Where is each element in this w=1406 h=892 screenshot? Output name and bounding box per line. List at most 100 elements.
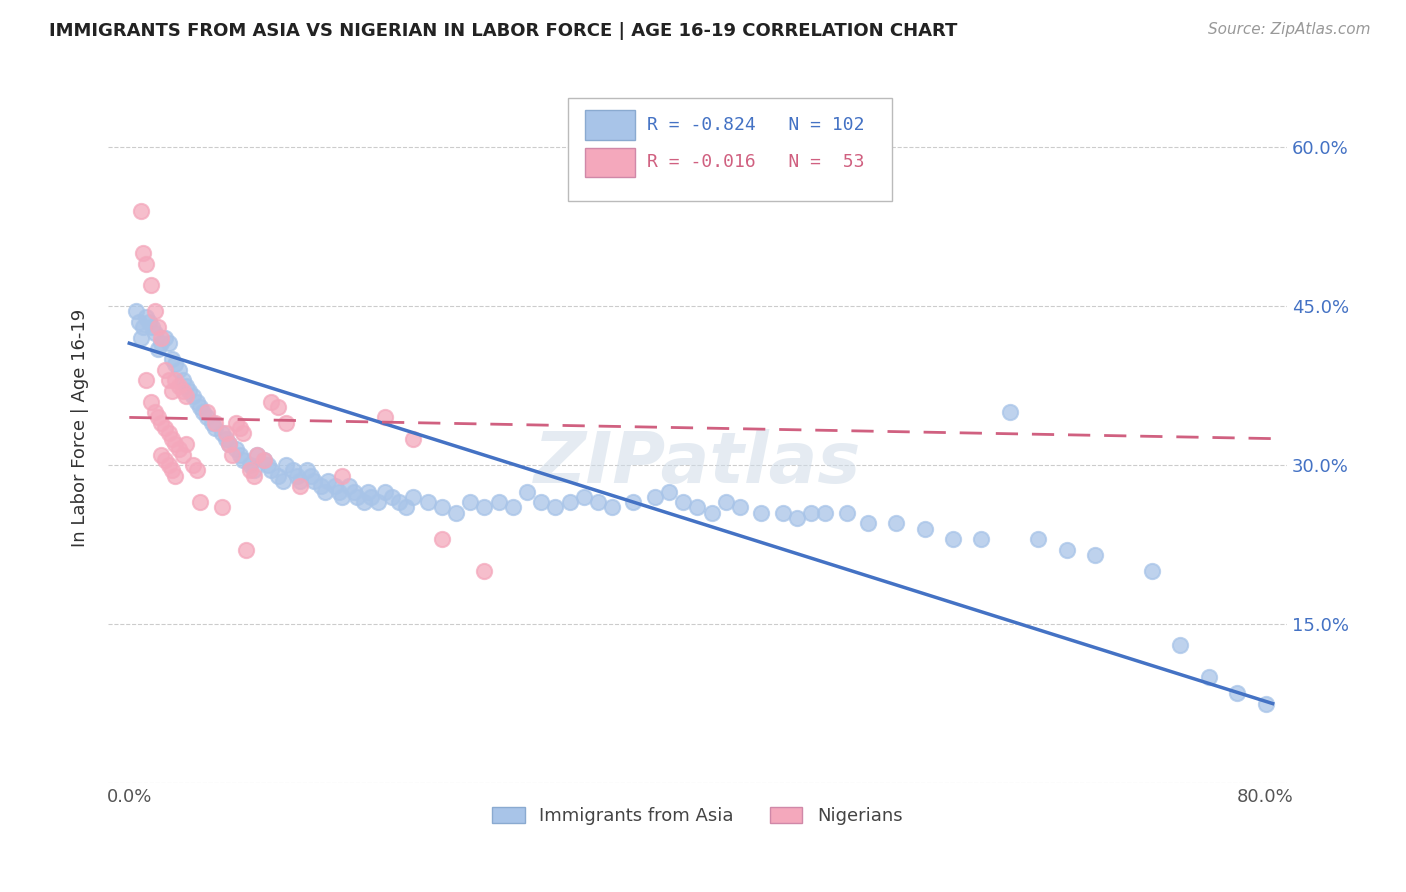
Point	[544, 500, 567, 515]
Point	[942, 533, 965, 547]
Point	[129, 331, 152, 345]
Text: R = -0.016   N =  53: R = -0.016 N = 53	[647, 153, 865, 171]
Point	[128, 315, 150, 329]
Point	[474, 564, 496, 578]
Point	[1056, 542, 1078, 557]
Point	[172, 373, 194, 387]
Point	[186, 463, 208, 477]
Point	[149, 331, 172, 345]
Point	[174, 389, 197, 403]
Point	[1198, 670, 1220, 684]
Point	[146, 410, 169, 425]
Point	[132, 246, 155, 260]
Point	[191, 405, 214, 419]
Point	[360, 490, 382, 504]
Point	[281, 463, 304, 477]
Point	[243, 463, 266, 477]
Point	[302, 474, 325, 488]
Point	[658, 484, 681, 499]
Point	[309, 479, 332, 493]
Point	[149, 336, 172, 351]
Point	[218, 437, 240, 451]
Point	[197, 405, 219, 419]
Point	[444, 506, 467, 520]
Point	[153, 362, 176, 376]
Point	[188, 495, 211, 509]
Point	[357, 484, 380, 499]
Point	[160, 463, 183, 477]
Point	[474, 500, 496, 515]
Point	[458, 495, 481, 509]
Point	[274, 458, 297, 472]
Point	[381, 490, 404, 504]
Point	[998, 405, 1021, 419]
Legend: Immigrants from Asia, Nigerians: Immigrants from Asia, Nigerians	[484, 798, 911, 834]
Point	[246, 448, 269, 462]
Point	[135, 310, 157, 324]
Point	[267, 468, 290, 483]
Point	[157, 373, 180, 387]
Point	[157, 426, 180, 441]
Point	[1226, 686, 1249, 700]
Text: IMMIGRANTS FROM ASIA VS NIGERIAN IN LABOR FORCE | AGE 16-19 CORRELATION CHART: IMMIGRANTS FROM ASIA VS NIGERIAN IN LABO…	[49, 22, 957, 40]
Point	[143, 405, 166, 419]
Point	[129, 203, 152, 218]
Point	[232, 452, 254, 467]
Point	[814, 506, 837, 520]
Point	[221, 448, 243, 462]
Point	[135, 257, 157, 271]
Point	[172, 384, 194, 398]
Point	[884, 516, 907, 531]
Point	[402, 432, 425, 446]
Point	[1254, 697, 1277, 711]
Point	[225, 442, 247, 457]
Point	[181, 458, 204, 472]
Point	[353, 495, 375, 509]
Point	[225, 416, 247, 430]
Point	[143, 304, 166, 318]
Point	[246, 448, 269, 462]
Point	[135, 373, 157, 387]
Point	[314, 484, 336, 499]
Point	[267, 400, 290, 414]
Point	[138, 315, 160, 329]
Point	[700, 506, 723, 520]
Point	[188, 400, 211, 414]
Point	[215, 426, 238, 441]
Point	[167, 442, 190, 457]
Point	[430, 533, 453, 547]
Point	[239, 463, 262, 477]
Point	[367, 495, 389, 509]
Point	[295, 463, 318, 477]
Point	[172, 448, 194, 462]
Point	[163, 373, 186, 387]
Point	[600, 500, 623, 515]
Point	[153, 452, 176, 467]
Point	[395, 500, 418, 515]
Point	[416, 495, 439, 509]
Point	[343, 484, 366, 499]
Text: R = -0.824   N = 102: R = -0.824 N = 102	[647, 116, 865, 134]
Point	[211, 426, 233, 441]
Point	[1026, 533, 1049, 547]
Point	[488, 495, 510, 509]
Point	[339, 479, 361, 493]
Point	[316, 474, 339, 488]
FancyBboxPatch shape	[585, 147, 636, 178]
Point	[323, 479, 346, 493]
Point	[260, 463, 283, 477]
Point	[1140, 564, 1163, 578]
Point	[201, 416, 224, 430]
Point	[374, 484, 396, 499]
Point	[239, 458, 262, 472]
Point	[558, 495, 581, 509]
Point	[430, 500, 453, 515]
Text: Source: ZipAtlas.com: Source: ZipAtlas.com	[1208, 22, 1371, 37]
Y-axis label: In Labor Force | Age 16-19: In Labor Force | Age 16-19	[72, 309, 89, 547]
Point	[143, 326, 166, 340]
Point	[388, 495, 411, 509]
Point	[149, 416, 172, 430]
Point	[260, 394, 283, 409]
Point	[141, 320, 163, 334]
Point	[160, 384, 183, 398]
